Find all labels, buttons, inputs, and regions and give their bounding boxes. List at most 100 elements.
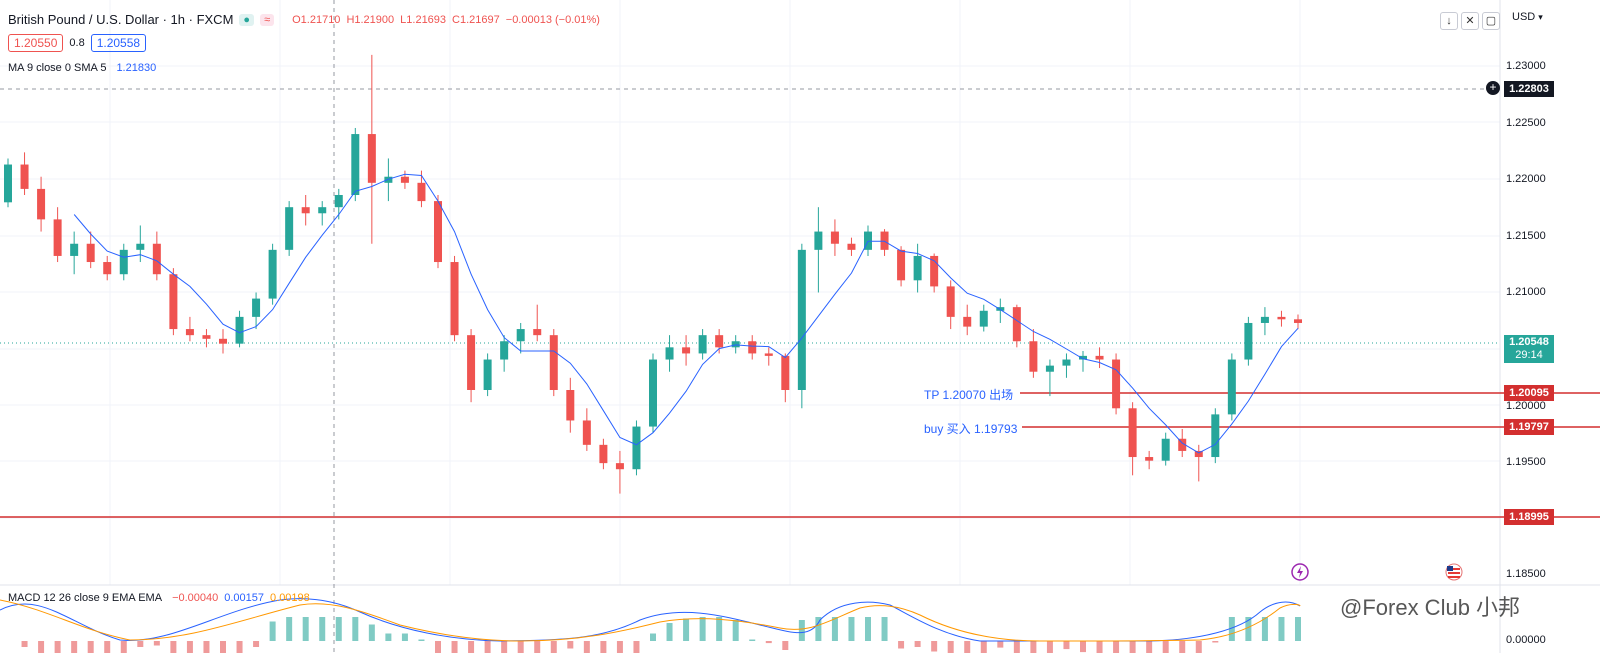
macd-histogram-bar <box>186 641 193 653</box>
macd-histogram-bar <box>104 641 111 653</box>
trade-buttons: 1.20550 0.8 1.20558 <box>8 34 147 52</box>
candle-body <box>979 310 988 327</box>
candle <box>632 420 641 476</box>
macd-histogram-bar <box>633 641 640 653</box>
macd-histogram-bar <box>269 621 276 641</box>
macd-histogram-bar <box>220 641 226 653</box>
candle-body <box>880 231 889 250</box>
candle <box>682 335 691 366</box>
buy-price-button[interactable]: 1.20558 <box>90 34 147 52</box>
candle-body <box>1260 316 1269 323</box>
macd-histogram-bar <box>765 641 772 644</box>
candle <box>781 353 790 403</box>
candle-body <box>1079 355 1087 360</box>
candle <box>1227 353 1236 421</box>
crosshair-price-tag: 1.22803 <box>1504 81 1554 97</box>
macd-histogram-bar <box>385 633 392 641</box>
candle <box>930 253 939 293</box>
candle-body <box>1012 307 1021 342</box>
candle <box>1277 310 1286 327</box>
macd-histogram-bar <box>1228 617 1235 641</box>
candle-body <box>665 347 674 360</box>
ma-legend[interactable]: MA 9 close 0 SMA 5 1.21830 <box>8 62 156 74</box>
macd-histogram-bar <box>236 641 243 653</box>
macd-histogram-bar <box>71 641 78 653</box>
symbol-title[interactable]: British Pound / U.S. Dollar · 1h · FXCM <box>8 12 234 27</box>
candle-body <box>1227 359 1236 415</box>
candle <box>136 225 145 263</box>
candle-body <box>318 207 327 214</box>
macd-histogram-bar <box>1146 641 1153 653</box>
candle-body <box>864 231 872 250</box>
candle-body <box>1128 408 1137 458</box>
macd-histogram-bar <box>54 641 61 653</box>
candle <box>1294 314 1302 330</box>
currency-selector[interactable]: USD ▾ <box>1512 11 1543 23</box>
candle <box>897 246 906 287</box>
macd-histogram-bar <box>699 617 706 641</box>
candle-body <box>483 359 492 390</box>
spread-value: 0.8 <box>69 37 85 49</box>
ohlc-open: O1.21710 <box>292 13 341 26</box>
candle <box>979 304 988 332</box>
tp-annotation[interactable]: TP 1.20070 出场 <box>924 388 1014 402</box>
candle <box>417 170 426 208</box>
macd-histogram-bar <box>484 641 491 653</box>
candle <box>582 408 591 451</box>
macd-histogram-bar <box>1063 641 1070 650</box>
candle-body <box>53 219 62 256</box>
collapse-icon[interactable]: ✕ <box>1461 12 1479 30</box>
candle <box>1079 351 1087 372</box>
macd-histogram-bar <box>1212 641 1219 643</box>
ma-label: MA 9 close 0 SMA 5 <box>8 62 107 74</box>
market-status-icon: ● <box>239 13 255 26</box>
macd-legend[interactable]: MACD 12 26 close 9 EMA EMA −0.00040 0.00… <box>8 592 310 604</box>
candle-body <box>1145 457 1154 461</box>
candle-body <box>615 463 624 470</box>
us-flag-icon[interactable] <box>1445 563 1463 581</box>
macd-histogram-bar <box>815 617 822 641</box>
candle-body <box>996 307 1005 311</box>
candle <box>384 158 393 202</box>
candle-body <box>70 243 79 256</box>
candle <box>748 335 757 360</box>
candle-body <box>351 134 360 195</box>
candle-body <box>1244 322 1253 360</box>
macd-histogram-bar <box>683 618 690 641</box>
add-alert-icon[interactable]: + <box>1486 81 1500 95</box>
macd-histogram-bar <box>997 641 1004 648</box>
macd-histogram-bar <box>1245 617 1252 641</box>
price-tick: 1.18500 <box>1506 568 1546 580</box>
candle-body <box>334 195 343 208</box>
macd-histogram-bar <box>914 641 921 647</box>
sell-price-button[interactable]: 1.20550 <box>8 34 64 52</box>
candle-body <box>86 243 95 263</box>
macd-histogram-bar <box>253 641 260 647</box>
macd-histogram-bar <box>534 641 541 653</box>
lightning-icon[interactable] <box>1291 563 1309 581</box>
candle <box>351 127 360 202</box>
candle <box>1112 353 1121 415</box>
macd-histogram-bar <box>931 641 938 652</box>
watermark-text: @Forex Club 小邦 <box>1340 595 1521 620</box>
maximize-icon[interactable]: ▢ <box>1482 12 1500 30</box>
candle <box>549 329 558 397</box>
macd-histogram-bar <box>1030 641 1037 653</box>
candle-body <box>549 335 558 390</box>
macd-histogram-bar <box>666 623 673 641</box>
candle <box>53 207 62 263</box>
candle-body <box>1294 319 1302 323</box>
buy-annotation[interactable]: buy 买入 1.19793 <box>924 422 1018 436</box>
macd-histogram-bar <box>319 617 326 641</box>
price-tick: 1.21500 <box>1506 230 1546 242</box>
symbol-legend: British Pound / U.S. Dollar · 1h · FXCM … <box>8 12 600 27</box>
candle-body <box>500 341 509 360</box>
horizontal-grid <box>0 65 1500 519</box>
arrow-down-icon[interactable]: ↓ <box>1440 12 1458 30</box>
candle <box>86 231 95 269</box>
macd-histogram-bar <box>732 620 739 641</box>
candle <box>235 310 244 348</box>
candle <box>367 54 376 244</box>
